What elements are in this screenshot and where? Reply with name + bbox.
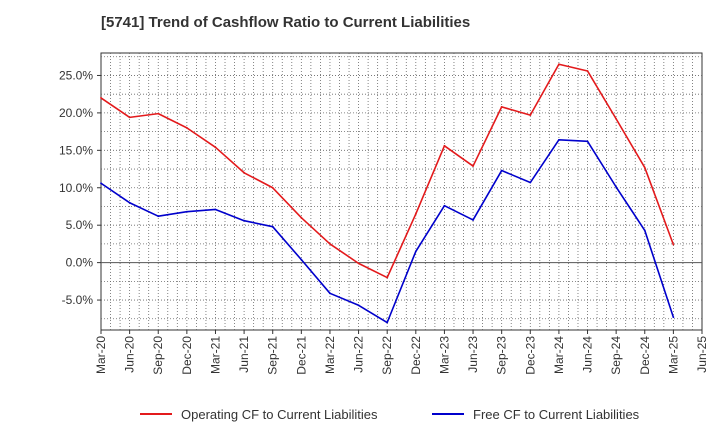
x-tick-label: Mar-21 <box>208 336 222 374</box>
data-point <box>558 138 560 141</box>
data-point <box>472 165 474 167</box>
data-point <box>586 140 589 143</box>
data-point <box>157 112 160 115</box>
x-tick-label: Jun-23 <box>466 336 480 373</box>
x-tick-label: Jun-21 <box>237 336 251 373</box>
x-tick-label: Mar-22 <box>323 336 337 374</box>
data-point <box>500 169 503 172</box>
data-point <box>643 229 646 232</box>
data-point <box>329 292 331 295</box>
data-point <box>329 243 331 245</box>
y-tick-label: 5.0% <box>66 218 94 232</box>
y-axis: -5.0% 0.0% 5.0% 10.0% 15.0% 20.0% 25.0% <box>59 68 101 307</box>
data-point <box>615 117 618 120</box>
x-tick-label: Mar-24 <box>552 336 566 374</box>
x-tick-label: Sep-23 <box>495 336 509 375</box>
data-point <box>643 166 646 169</box>
data-point <box>214 208 217 211</box>
data-point <box>271 225 274 228</box>
data-point <box>100 97 102 99</box>
data-point <box>185 210 188 213</box>
series-lines <box>100 63 675 324</box>
data-point <box>243 171 245 174</box>
data-point <box>357 304 360 307</box>
data-point <box>672 243 675 246</box>
legend-label: Free CF to Current Liabilities <box>473 407 640 422</box>
x-tick-label: Mar-25 <box>666 336 680 374</box>
legend: Operating CF to Current Liabilities Free … <box>140 407 640 422</box>
grid-lines <box>101 53 702 330</box>
x-tick-label: Jun-24 <box>581 336 595 373</box>
y-tick-label: 0.0% <box>66 256 94 270</box>
data-point <box>414 213 417 215</box>
y-tick-label: 10.0% <box>59 181 93 195</box>
x-tick-label: Jun-22 <box>352 336 366 373</box>
y-tick-label: 15.0% <box>59 143 93 157</box>
x-tick-label: Sep-24 <box>609 336 623 375</box>
data-point <box>443 204 446 207</box>
data-point <box>300 216 303 219</box>
data-point <box>443 144 446 147</box>
data-point <box>300 258 303 261</box>
x-tick-label: Dec-20 <box>180 336 194 375</box>
data-point <box>128 116 131 119</box>
data-point <box>386 276 389 279</box>
y-tick-label: 25.0% <box>59 68 93 82</box>
data-point <box>529 114 532 117</box>
chart-title: [5741] Trend of Cashflow Ratio to Curren… <box>101 14 471 31</box>
data-point <box>157 215 160 218</box>
data-point <box>357 262 360 265</box>
data-point <box>529 181 532 184</box>
data-point <box>500 106 503 108</box>
x-tick-label: Dec-24 <box>638 336 652 375</box>
data-point <box>472 219 474 221</box>
data-point <box>586 70 589 72</box>
data-point <box>672 316 675 319</box>
data-point <box>615 186 618 188</box>
x-tick-label: Sep-20 <box>151 336 165 375</box>
x-axis: Mar-20 Jun-20 Sep-20 Dec-20 Mar-21 Jun-21 Sep-… <box>94 330 709 375</box>
x-tick-label: Dec-23 <box>523 336 537 375</box>
data-point <box>386 321 389 324</box>
data-point <box>271 186 274 189</box>
data-point <box>185 126 188 129</box>
x-tick-label: Jun-20 <box>123 336 137 373</box>
x-tick-label: Sep-21 <box>266 336 280 375</box>
x-tick-label: Jun-25 <box>695 336 709 373</box>
x-tick-label: Sep-22 <box>380 336 394 375</box>
data-point <box>214 146 217 149</box>
data-point <box>128 201 131 204</box>
legend-label: Operating CF to Current Liabilities <box>181 407 378 422</box>
x-tick-label: Dec-22 <box>409 336 423 375</box>
x-tick-label: Mar-20 <box>94 336 108 374</box>
data-point <box>414 250 417 253</box>
data-point <box>243 219 245 222</box>
x-tick-label: Dec-21 <box>294 336 308 375</box>
data-point <box>558 63 560 66</box>
x-tick-label: Mar-23 <box>437 336 451 374</box>
plot-area <box>100 52 703 331</box>
y-tick-label: 20.0% <box>59 106 93 120</box>
data-point <box>100 182 102 185</box>
y-tick-label: -5.0% <box>62 293 94 307</box>
